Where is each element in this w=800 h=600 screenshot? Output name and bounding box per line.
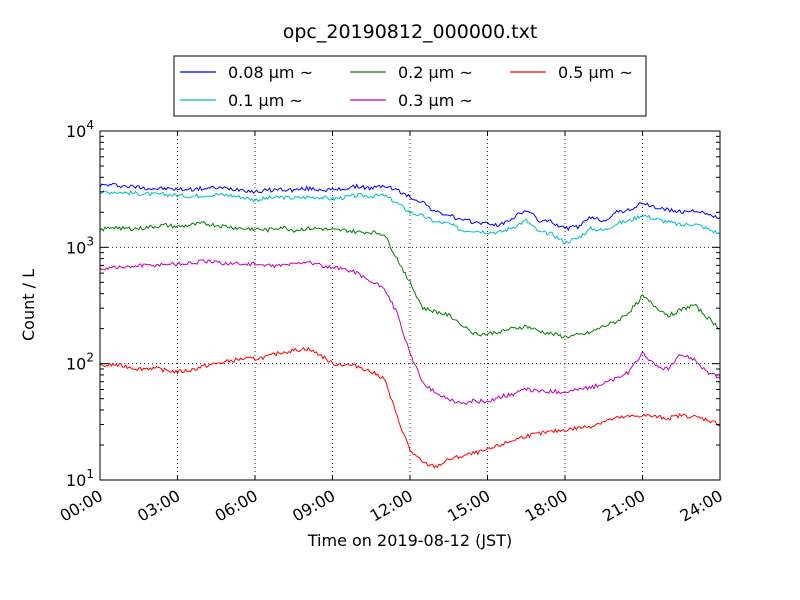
chart-title: opc_20190812_000000.txt (283, 21, 538, 43)
legend-label: 0.08 μm ~ (228, 63, 313, 82)
y-axis-tick-labels: 101 102 103 104 (66, 118, 94, 490)
y-tick-label: 101 (66, 467, 94, 490)
series-line (99, 182, 721, 232)
axis-ticks (99, 130, 721, 481)
x-axis-title: Time on 2019-08-12 (JST) (307, 531, 512, 550)
legend: 0.08 μm ~ 0.1 μm ~ 0.2 μm ~ 0.3 μm ~ 0.5 μm … (173, 55, 647, 117)
legend-label: 0.1 μm ~ (228, 91, 303, 110)
legend-label: 0.5 μm ~ (558, 63, 633, 82)
y-tick-label: 102 (66, 351, 94, 374)
series-line (99, 221, 721, 339)
series-line (99, 346, 721, 469)
legend-label: 0.3 μm ~ (398, 91, 473, 110)
grid (100, 131, 720, 480)
series-line (99, 190, 721, 245)
legend-label: 0.2 μm ~ (398, 63, 473, 82)
series-line (99, 259, 721, 405)
y-tick-label: 103 (66, 234, 94, 257)
series-lines (99, 182, 721, 469)
y-axis-title: Count / L (19, 269, 38, 341)
legend-box (173, 55, 647, 117)
y-tick-label: 104 (66, 118, 94, 141)
